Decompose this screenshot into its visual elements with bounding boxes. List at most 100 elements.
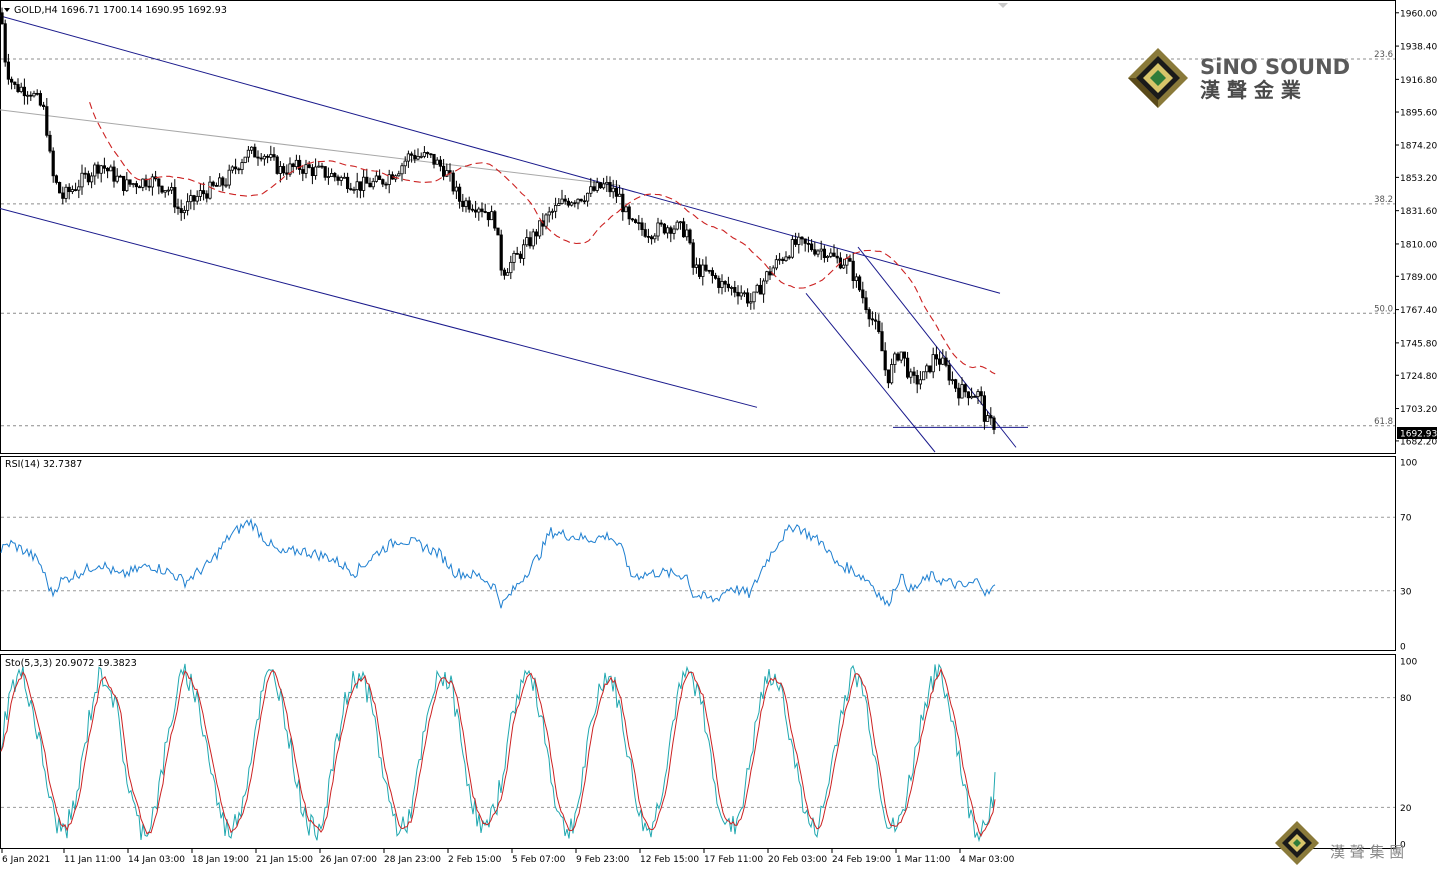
- candle: [365, 168, 369, 184]
- candle: [912, 366, 916, 384]
- candle: [313, 158, 318, 180]
- candle: [656, 217, 660, 241]
- candle: [457, 183, 462, 209]
- candle: [605, 175, 609, 192]
- candle: [915, 369, 919, 394]
- candle: [3, 19, 7, 67]
- candle: [505, 268, 510, 276]
- candle: [35, 89, 39, 96]
- wedge-upper-line: [857, 246, 1017, 448]
- price-tick-label: 1938.40: [1400, 43, 1437, 53]
- candle: [518, 251, 523, 264]
- candle: [384, 181, 388, 190]
- candle: [813, 241, 817, 257]
- candle: [582, 195, 587, 205]
- moving-average-line: [89, 102, 996, 375]
- last-price-tag: 1692.93: [1397, 427, 1437, 440]
- x-tick-label: 2 Feb 15:00: [448, 855, 502, 865]
- candle: [42, 101, 46, 110]
- y-axis-labels: 1960.00 1938.40 1916.80 1895.60 1874.20 1853.…: [1395, 9, 1437, 851]
- candle: [925, 363, 929, 379]
- candle: [281, 163, 286, 176]
- x-tick-label: 28 Jan 23:00: [384, 855, 441, 865]
- candle: [563, 195, 567, 205]
- x-tick-label: 11 Jan 11:00: [64, 855, 121, 865]
- price-tick-label: 1724.80: [1400, 372, 1437, 382]
- price-tick-label: 1895.60: [1400, 109, 1437, 119]
- shift-marker-icon[interactable]: [998, 3, 1008, 8]
- candle: [224, 178, 228, 188]
- candle: [150, 173, 154, 196]
- candle: [598, 182, 603, 189]
- candle: [211, 180, 215, 188]
- candle: [650, 234, 654, 245]
- price-tick-label: 1874.20: [1400, 142, 1437, 152]
- candle: [342, 172, 347, 179]
- candle: [986, 411, 990, 422]
- candle: [230, 165, 234, 174]
- fib-level-label: 61.8: [1374, 417, 1393, 427]
- candle: [662, 223, 667, 235]
- candle: [38, 90, 43, 107]
- candle: [425, 151, 430, 158]
- candle: [746, 288, 750, 307]
- candle: [179, 199, 183, 221]
- stochastic-main-line: [0, 663, 996, 843]
- svg-text:SiNO SOUND: SiNO SOUND: [1200, 55, 1350, 79]
- candle: [880, 322, 884, 352]
- candle: [586, 192, 590, 207]
- candle: [368, 177, 372, 188]
- candle: [832, 244, 836, 258]
- candle: [560, 189, 564, 205]
- candle: [451, 170, 455, 195]
- candle: [169, 182, 174, 194]
- x-tick-label: 17 Feb 11:00: [704, 855, 763, 865]
- price-tick-label: 1916.80: [1400, 76, 1437, 86]
- candle: [173, 179, 177, 214]
- candle: [477, 206, 481, 221]
- candle: [51, 147, 55, 183]
- candle: [249, 146, 254, 154]
- candle: [634, 218, 638, 224]
- candle: [688, 228, 692, 245]
- candle: [742, 290, 747, 298]
- candle: [205, 190, 209, 203]
- stochastic-panel[interactable]: [0, 654, 1396, 849]
- candle: [96, 161, 100, 179]
- candle: [883, 342, 887, 376]
- candle: [890, 358, 894, 385]
- candle: [29, 91, 33, 101]
- candle: [630, 217, 635, 222]
- candle: [406, 150, 411, 168]
- candle: [214, 182, 218, 187]
- candle: [854, 273, 859, 288]
- candle: [22, 78, 27, 105]
- candle: [329, 168, 334, 178]
- candle: [93, 162, 97, 185]
- x-tick-label: 20 Feb 03:00: [768, 855, 827, 865]
- candle: [227, 164, 231, 189]
- x-tick-label: 24 Feb 19:00: [832, 855, 891, 865]
- rsi-panel[interactable]: [0, 456, 1396, 651]
- svg-text:漢 聲 金 業: 漢 聲 金 業: [1200, 78, 1302, 102]
- candle: [579, 198, 583, 203]
- price-panel[interactable]: [0, 0, 1396, 454]
- indicator-level-lines: [1, 516, 1395, 808]
- candle: [262, 154, 267, 166]
- price-tick-label: 1767.40: [1400, 306, 1437, 316]
- candle: [710, 267, 715, 284]
- candle: [928, 365, 932, 374]
- candle: [217, 173, 222, 187]
- candle: [902, 351, 907, 367]
- candle: [829, 248, 833, 259]
- candle: [950, 371, 955, 385]
- candle: [326, 167, 331, 185]
- candle: [307, 161, 311, 169]
- candle: [611, 179, 615, 199]
- price-tick-label: 1789.00: [1400, 273, 1437, 283]
- candle: [810, 239, 814, 252]
- chart-menu-icon[interactable]: [4, 8, 10, 12]
- footer-logo: 漢 聲 集 團: [1275, 821, 1404, 865]
